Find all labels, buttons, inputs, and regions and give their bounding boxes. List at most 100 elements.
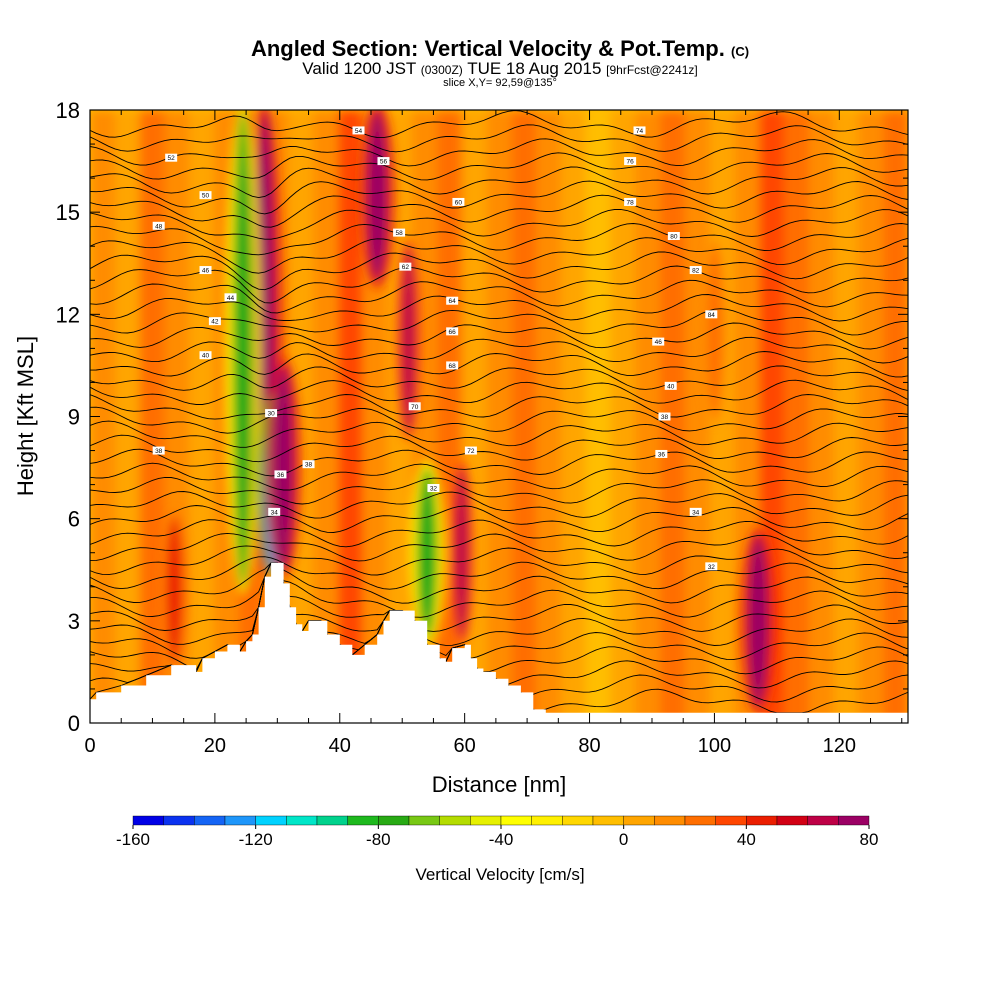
contour-label-box bbox=[165, 153, 178, 162]
colorbar-tick-label: -40 bbox=[489, 830, 514, 849]
x-axis: 0 20 40 60 80 100 120 bbox=[84, 110, 903, 757]
contour-label-box bbox=[152, 446, 165, 455]
contour-label-text: 38 bbox=[305, 462, 313, 469]
theta-contour-64 bbox=[90, 166, 908, 199]
contour-label-text: 82 bbox=[692, 268, 700, 275]
contour-label: 58 bbox=[393, 228, 406, 237]
y-tick-label: 0 bbox=[68, 711, 80, 736]
y-tick-label: 6 bbox=[68, 507, 80, 532]
contour-label-box bbox=[452, 197, 465, 206]
contour-label: 76 bbox=[624, 157, 637, 166]
contour-label-box bbox=[689, 507, 702, 516]
contour-label-box bbox=[377, 157, 390, 166]
velocity-band bbox=[189, 110, 215, 723]
contour-label: 72 bbox=[464, 446, 477, 455]
x-tick-label: 120 bbox=[823, 735, 856, 757]
contour-label-box bbox=[224, 293, 237, 302]
contour-label-box bbox=[464, 446, 477, 455]
contour-label-box bbox=[199, 191, 212, 200]
x-tick-label: 20 bbox=[204, 735, 226, 757]
contour-label: 48 bbox=[152, 221, 165, 230]
contour-label: 30 bbox=[265, 409, 278, 418]
colorbar-swatch bbox=[255, 815, 287, 826]
contour-label-box bbox=[446, 296, 459, 305]
contour-label-box bbox=[664, 381, 677, 390]
y-tick-label: 12 bbox=[56, 302, 80, 327]
theta-contour-38 bbox=[90, 351, 908, 378]
contour-label-box bbox=[705, 310, 718, 319]
contour-label-box bbox=[393, 228, 406, 237]
velocity-band bbox=[635, 110, 662, 723]
velocity-band bbox=[511, 110, 538, 723]
theta-contour-68 bbox=[90, 420, 908, 448]
theta-contour-40 bbox=[90, 562, 908, 646]
y-axis-label: Height [Kft MSL] bbox=[13, 336, 38, 496]
forecast-info: [9hrFcst@2241z] bbox=[606, 63, 698, 77]
contour-label-text: 78 bbox=[627, 199, 635, 206]
theta-contour-46 bbox=[90, 562, 908, 604]
contour-label-text: 36 bbox=[658, 451, 666, 458]
theta-contour-56 bbox=[90, 223, 908, 256]
colorbar-swatch bbox=[746, 815, 778, 826]
colorbar-swatch bbox=[562, 815, 594, 826]
velocity-feature bbox=[748, 535, 769, 706]
colorbar-tick-label: -160 bbox=[116, 830, 150, 849]
contour-label: 78 bbox=[624, 197, 637, 206]
theta-contour-30 bbox=[90, 406, 908, 434]
slice-info: slice X,Y= 92,59@135° bbox=[443, 77, 557, 89]
theta-contour-68 bbox=[90, 138, 908, 167]
colorbar-swatch bbox=[715, 815, 747, 826]
contour-label-text: 74 bbox=[636, 128, 644, 135]
contour-label-text: 32 bbox=[708, 564, 716, 571]
y-tick-label: 9 bbox=[68, 405, 80, 430]
contour-label-text: 34 bbox=[271, 509, 279, 516]
chart-subtitle: Valid 1200 JST (0300Z) TUE 18 Aug 2015 [… bbox=[0, 59, 1000, 79]
y-tick-label: 15 bbox=[56, 200, 80, 225]
contour-label-text: 46 bbox=[202, 268, 210, 275]
contour-label: 68 bbox=[446, 361, 459, 370]
contour-label-text: 70 bbox=[411, 404, 419, 411]
colorbar-swatch bbox=[347, 815, 379, 826]
contour-label-box bbox=[302, 460, 315, 469]
theta-contour-64 bbox=[90, 448, 908, 477]
contour-label: 84 bbox=[705, 310, 718, 319]
chart-title: Angled Section: Vertical Velocity & Pot.… bbox=[0, 36, 1000, 62]
contour-label-box bbox=[689, 266, 702, 275]
x-tick-label: 0 bbox=[84, 735, 95, 757]
theta-contour-42 bbox=[90, 322, 908, 350]
contour-label: 34 bbox=[689, 507, 702, 516]
valid-utc: (0300Z) bbox=[420, 63, 463, 77]
velocity-features bbox=[161, 110, 777, 714]
colorbar-tick-label: -80 bbox=[366, 830, 391, 849]
contour-label: 82 bbox=[689, 266, 702, 275]
contour-label-box bbox=[667, 232, 680, 241]
colorbar bbox=[132, 815, 870, 826]
contour-label-text: 36 bbox=[277, 472, 285, 479]
title-mark: (C) bbox=[731, 44, 750, 59]
velocity-feature bbox=[417, 467, 438, 638]
colorbar-label: Vertical Velocity [cm/s] bbox=[415, 865, 584, 884]
contour-label-text: 42 bbox=[211, 319, 219, 326]
colorbar-swatch bbox=[838, 815, 870, 826]
theta-contour-32 bbox=[90, 394, 908, 420]
theta-contour-60 bbox=[90, 194, 908, 228]
colorbar-ticks: -160 -120 -80 -40 0 40 80 bbox=[116, 825, 878, 849]
contour-label-text: 32 bbox=[430, 486, 438, 493]
contour-label-box bbox=[265, 409, 278, 418]
colorbar-swatch bbox=[194, 815, 226, 826]
theta-contour-66 bbox=[90, 434, 908, 463]
contour-label-box bbox=[399, 262, 412, 271]
contour-label: 52 bbox=[165, 153, 178, 162]
theta-contour-60 bbox=[90, 476, 908, 505]
contour-label: 32 bbox=[705, 562, 718, 571]
contour-label-text: 64 bbox=[449, 298, 457, 305]
contour-label: 62 bbox=[399, 262, 412, 271]
theta-contour-40 bbox=[90, 336, 908, 364]
colorbar-swatch bbox=[500, 815, 532, 826]
contour-label-box bbox=[446, 361, 459, 370]
contour-label-text: 60 bbox=[455, 199, 463, 206]
theta-contour-48 bbox=[90, 279, 908, 314]
colorbar-tick-label: -120 bbox=[239, 830, 273, 849]
x-tick-label: 80 bbox=[578, 735, 600, 757]
